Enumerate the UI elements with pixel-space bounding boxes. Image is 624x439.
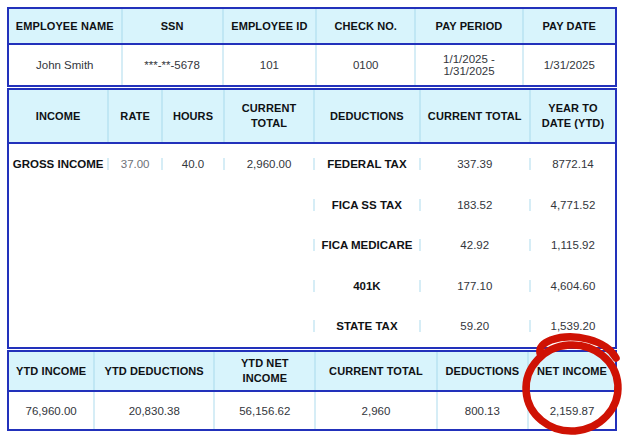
employee-name-value: John Smith: [9, 45, 121, 85]
ytd-deductions-value: 20,830.38: [93, 392, 213, 429]
deduction-ytd: 4,771.52: [529, 199, 615, 211]
deductions-current-total-header: CURRENT TOTAL: [419, 90, 529, 142]
deduction-current: 183.52: [419, 199, 529, 211]
summary-table-data-row: 76,960.00 20,830.38 56,156.62 2,960 800.…: [9, 392, 615, 429]
pay-date-header: PAY DATE: [522, 9, 615, 43]
summary-table-header-row: YTD INCOME YTD DEDUCTIONS YTD NET INCOME…: [9, 352, 615, 392]
deduction-current: 337.39: [419, 158, 529, 170]
pay-period-header: PAY PERIOD: [414, 9, 521, 43]
ssn-header: SSN: [121, 9, 222, 43]
ytd-net-income-header: YTD NET INCOME: [213, 352, 314, 390]
check-no-header: CHECK NO.: [315, 9, 414, 43]
deduction-label: FICA SS TAX: [313, 199, 418, 211]
rate-value: 37.00: [107, 158, 161, 170]
check-no-value: 0100: [315, 45, 414, 85]
gross-income-label: GROSS INCOME: [9, 158, 107, 170]
deductions-header: DEDUCTIONS: [436, 352, 528, 390]
deduction-label: FEDERAL TAX: [313, 158, 418, 170]
net-income-header: NET INCOME: [527, 352, 615, 390]
employee-table-header-row: EMPLOYEE NAME SSN EMPLOYEE ID CHECK NO. …: [9, 9, 615, 45]
employee-id-header: EMPLOYEE ID: [222, 9, 315, 43]
deductions-header: DEDUCTIONS: [313, 90, 418, 142]
net-income-value: 2,159.87: [527, 392, 615, 429]
current-total-header: CURRENT TOTAL: [223, 90, 313, 142]
ytd-income-value: 76,960.00: [9, 392, 93, 429]
rate-header: RATE: [107, 90, 161, 142]
deduction-label: FICA MEDICARE: [313, 239, 418, 251]
deduction-current: 42.92: [419, 239, 529, 251]
deduction-label: STATE TAX: [313, 320, 418, 332]
income-deductions-table: INCOME RATE HOURS CURRENT TOTAL DEDUCTIO…: [7, 88, 617, 349]
deduction-current: 177.10: [419, 280, 529, 292]
pay-period-value: 1/1/2025 - 1/31/2025: [414, 45, 521, 85]
employee-table-data-row: John Smith ***-**-5678 101 0100 1/1/2025…: [9, 45, 615, 85]
ytd-deductions-header: YTD DEDUCTIONS: [93, 352, 213, 390]
ytd-net-income-value: 56,156.62: [213, 392, 314, 429]
ytd-income-header: YTD INCOME: [9, 352, 93, 390]
deduction-ytd: 1,115.92: [529, 239, 615, 251]
income-header: INCOME: [9, 90, 107, 142]
deduction-current: 59.20: [419, 320, 529, 332]
income-table-body: GROSS INCOME 37.00 40.0 2,960.00 FEDERAL…: [9, 144, 615, 347]
deduction-label: 401K: [313, 280, 418, 292]
pay-date-value: 1/31/2025: [522, 45, 615, 85]
hours-value: 40.0: [161, 158, 223, 170]
deduction-ytd: 8772.14: [529, 158, 615, 170]
paystub-document: EMPLOYEE NAME SSN EMPLOYEE ID CHECK NO. …: [0, 0, 624, 439]
employee-info-table: EMPLOYEE NAME SSN EMPLOYEE ID CHECK NO. …: [7, 7, 617, 87]
ytd-header: YEAR TO DATE (YTD): [529, 90, 615, 142]
current-total-header: CURRENT TOTAL: [314, 352, 435, 390]
gross-current-total: 2,960.00: [223, 158, 313, 170]
deduction-ytd: 4,604.60: [529, 280, 615, 292]
deductions-value: 800.13: [436, 392, 528, 429]
hours-header: HOURS: [161, 90, 223, 142]
employee-id-value: 101: [222, 45, 315, 85]
summary-table: YTD INCOME YTD DEDUCTIONS YTD NET INCOME…: [7, 350, 617, 431]
current-total-value: 2,960: [314, 392, 435, 429]
ssn-value: ***-**-5678: [121, 45, 222, 85]
employee-name-header: EMPLOYEE NAME: [9, 9, 121, 43]
deduction-ytd: 1,539.20: [529, 320, 615, 332]
income-table-header-row: INCOME RATE HOURS CURRENT TOTAL DEDUCTIO…: [9, 90, 615, 144]
